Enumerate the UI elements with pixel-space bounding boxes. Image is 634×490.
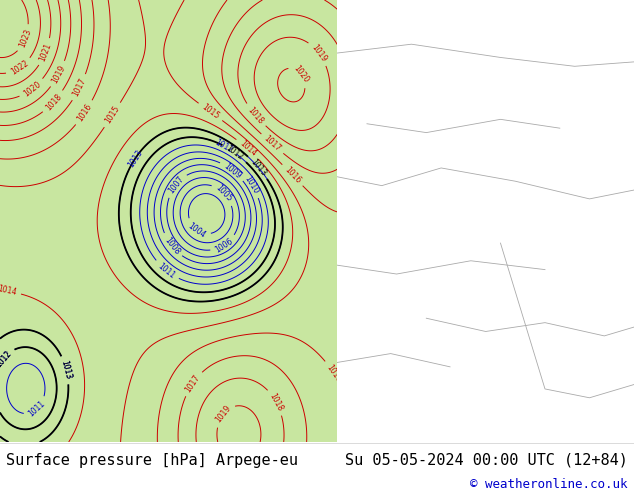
Text: 1017: 1017 [71,77,88,98]
Text: 1004: 1004 [186,221,207,240]
Text: 1018: 1018 [246,105,265,125]
Text: 1009: 1009 [222,161,243,180]
Text: 1013: 1013 [126,148,145,169]
Text: 1014: 1014 [238,139,258,159]
Text: 1012: 1012 [214,138,235,154]
Text: 1020: 1020 [22,79,42,98]
Text: 1020: 1020 [292,64,311,85]
Text: 1016: 1016 [325,363,343,384]
Text: 1017: 1017 [184,373,202,394]
Text: 1016: 1016 [283,165,302,185]
Text: 1016: 1016 [75,102,94,123]
Text: Surface pressure [hPa] Arpege-eu: Surface pressure [hPa] Arpege-eu [6,453,299,468]
Text: 1021: 1021 [38,42,53,63]
Text: 1015: 1015 [103,104,122,125]
Text: 1008: 1008 [162,235,181,256]
Text: 1019: 1019 [309,43,328,64]
Text: 1013: 1013 [60,360,73,380]
Text: 1022: 1022 [9,59,30,77]
Text: Su 05-05-2024 00:00 UTC (12+84): Su 05-05-2024 00:00 UTC (12+84) [345,453,628,468]
Text: 1018: 1018 [268,392,285,413]
Text: © weatheronline.co.uk: © weatheronline.co.uk [470,478,628,490]
Text: 1010: 1010 [243,174,261,196]
Text: 1018: 1018 [44,92,63,112]
Text: 1011: 1011 [156,261,177,280]
Text: 1017: 1017 [262,134,282,153]
Text: 1013: 1013 [60,360,73,380]
Text: 1019: 1019 [214,404,233,425]
Text: 1014: 1014 [0,285,17,297]
Text: 1012: 1012 [224,144,245,162]
Text: 1012: 1012 [0,348,13,369]
Text: 1012: 1012 [0,348,13,369]
Text: 1007: 1007 [166,174,185,196]
Text: 1015: 1015 [200,102,221,121]
Text: 1013: 1013 [249,157,268,177]
Text: 1019: 1019 [50,64,67,85]
Text: 1011: 1011 [27,399,47,418]
Text: 1006: 1006 [214,236,235,254]
Text: 1005: 1005 [214,183,234,203]
Text: 1023: 1023 [18,28,33,49]
